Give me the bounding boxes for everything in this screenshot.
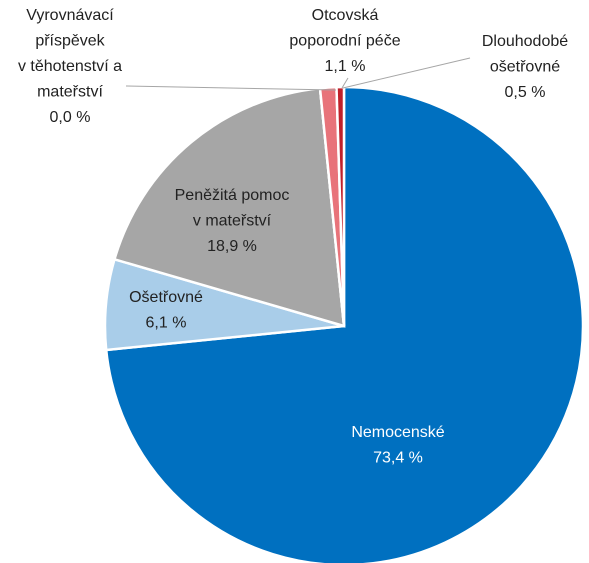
- slice-label: Vyrovnávací příspěvek v těhotenství a mateř…: [18, 7, 122, 101]
- label-line: příspěvek: [35, 33, 105, 50]
- slice-label: Dlouhodobé ošetřovné: [482, 33, 568, 76]
- label-line: poporodní péče: [289, 33, 400, 50]
- label-line: Peněžitá pomoc: [175, 187, 290, 204]
- slice-value-label: 0,0 %: [50, 109, 91, 126]
- leader-line: [341, 77, 349, 89]
- slice-label: Otcovská poporodní péče: [289, 7, 400, 50]
- label-line: v mateřství: [193, 213, 272, 230]
- slice-label: Nemocenské: [351, 424, 444, 441]
- slice-value-label: 73,4 %: [373, 450, 423, 467]
- pie-slice: [112, 86, 346, 328]
- slice-value-label: 6,1 %: [146, 315, 187, 332]
- label-line: Dlouhodobé: [482, 33, 568, 50]
- label-line: Ošetřovné: [129, 289, 203, 306]
- label-line: v těhotenství a: [18, 58, 122, 75]
- leader-line: [342, 57, 471, 89]
- pie-slice: [335, 85, 346, 327]
- leader-line: [125, 85, 337, 91]
- label-line: Otcovská: [312, 7, 379, 24]
- slice-label: Ošetřovné: [129, 289, 203, 306]
- label-line: Nemocenské: [351, 424, 444, 441]
- label-line: ošetřovné: [490, 59, 560, 76]
- slice-value-label: 1,1 %: [325, 58, 366, 75]
- slice-label: Peněžitá pomoc v mateřství: [175, 187, 290, 230]
- label-line: Vyrovnávací: [26, 7, 114, 24]
- slice-value-label: 18,9 %: [207, 238, 257, 255]
- slice-value-label: 0,5 %: [505, 84, 546, 101]
- label-line: mateřství: [37, 84, 103, 101]
